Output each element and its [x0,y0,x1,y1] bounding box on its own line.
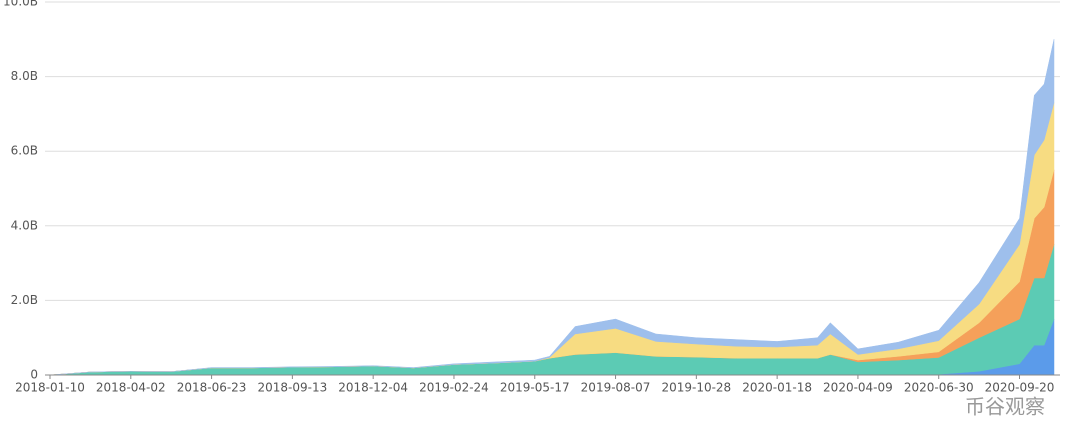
y-tick-label: 2.0B [11,293,38,307]
x-tick-label: 2018-01-10 [15,381,85,395]
x-tick-label: 2019-05-17 [500,381,570,395]
x-tick-label: 2019-02-24 [419,381,489,395]
area [49,39,1055,376]
x-tick-label: 2018-12-04 [338,381,408,395]
x-tick-label: 2018-06-23 [177,381,247,395]
y-tick-label: 8.0B [11,69,38,83]
x-tick-label: 2018-04-02 [96,381,166,395]
x-tick-label: 2018-09-13 [258,381,328,395]
watermark: 币谷观察 [965,395,1045,419]
x-tick-label: 2019-10-28 [661,381,731,395]
x-tick-label: 2020-06-30 [904,381,974,395]
y-tick-label: 0 [30,368,38,382]
y-tick-label: 6.0B [11,144,38,158]
y-tick-label: 4.0B [11,218,38,232]
x-tick-label: 2019-08-07 [581,381,651,395]
x-tick-label: 2020-09-20 [985,381,1055,395]
x-tick-label: 2020-01-18 [742,381,812,395]
x-tick-label: 2020-04-09 [823,381,893,395]
area [49,102,1055,376]
y-tick-label: 10.0B [3,0,38,9]
